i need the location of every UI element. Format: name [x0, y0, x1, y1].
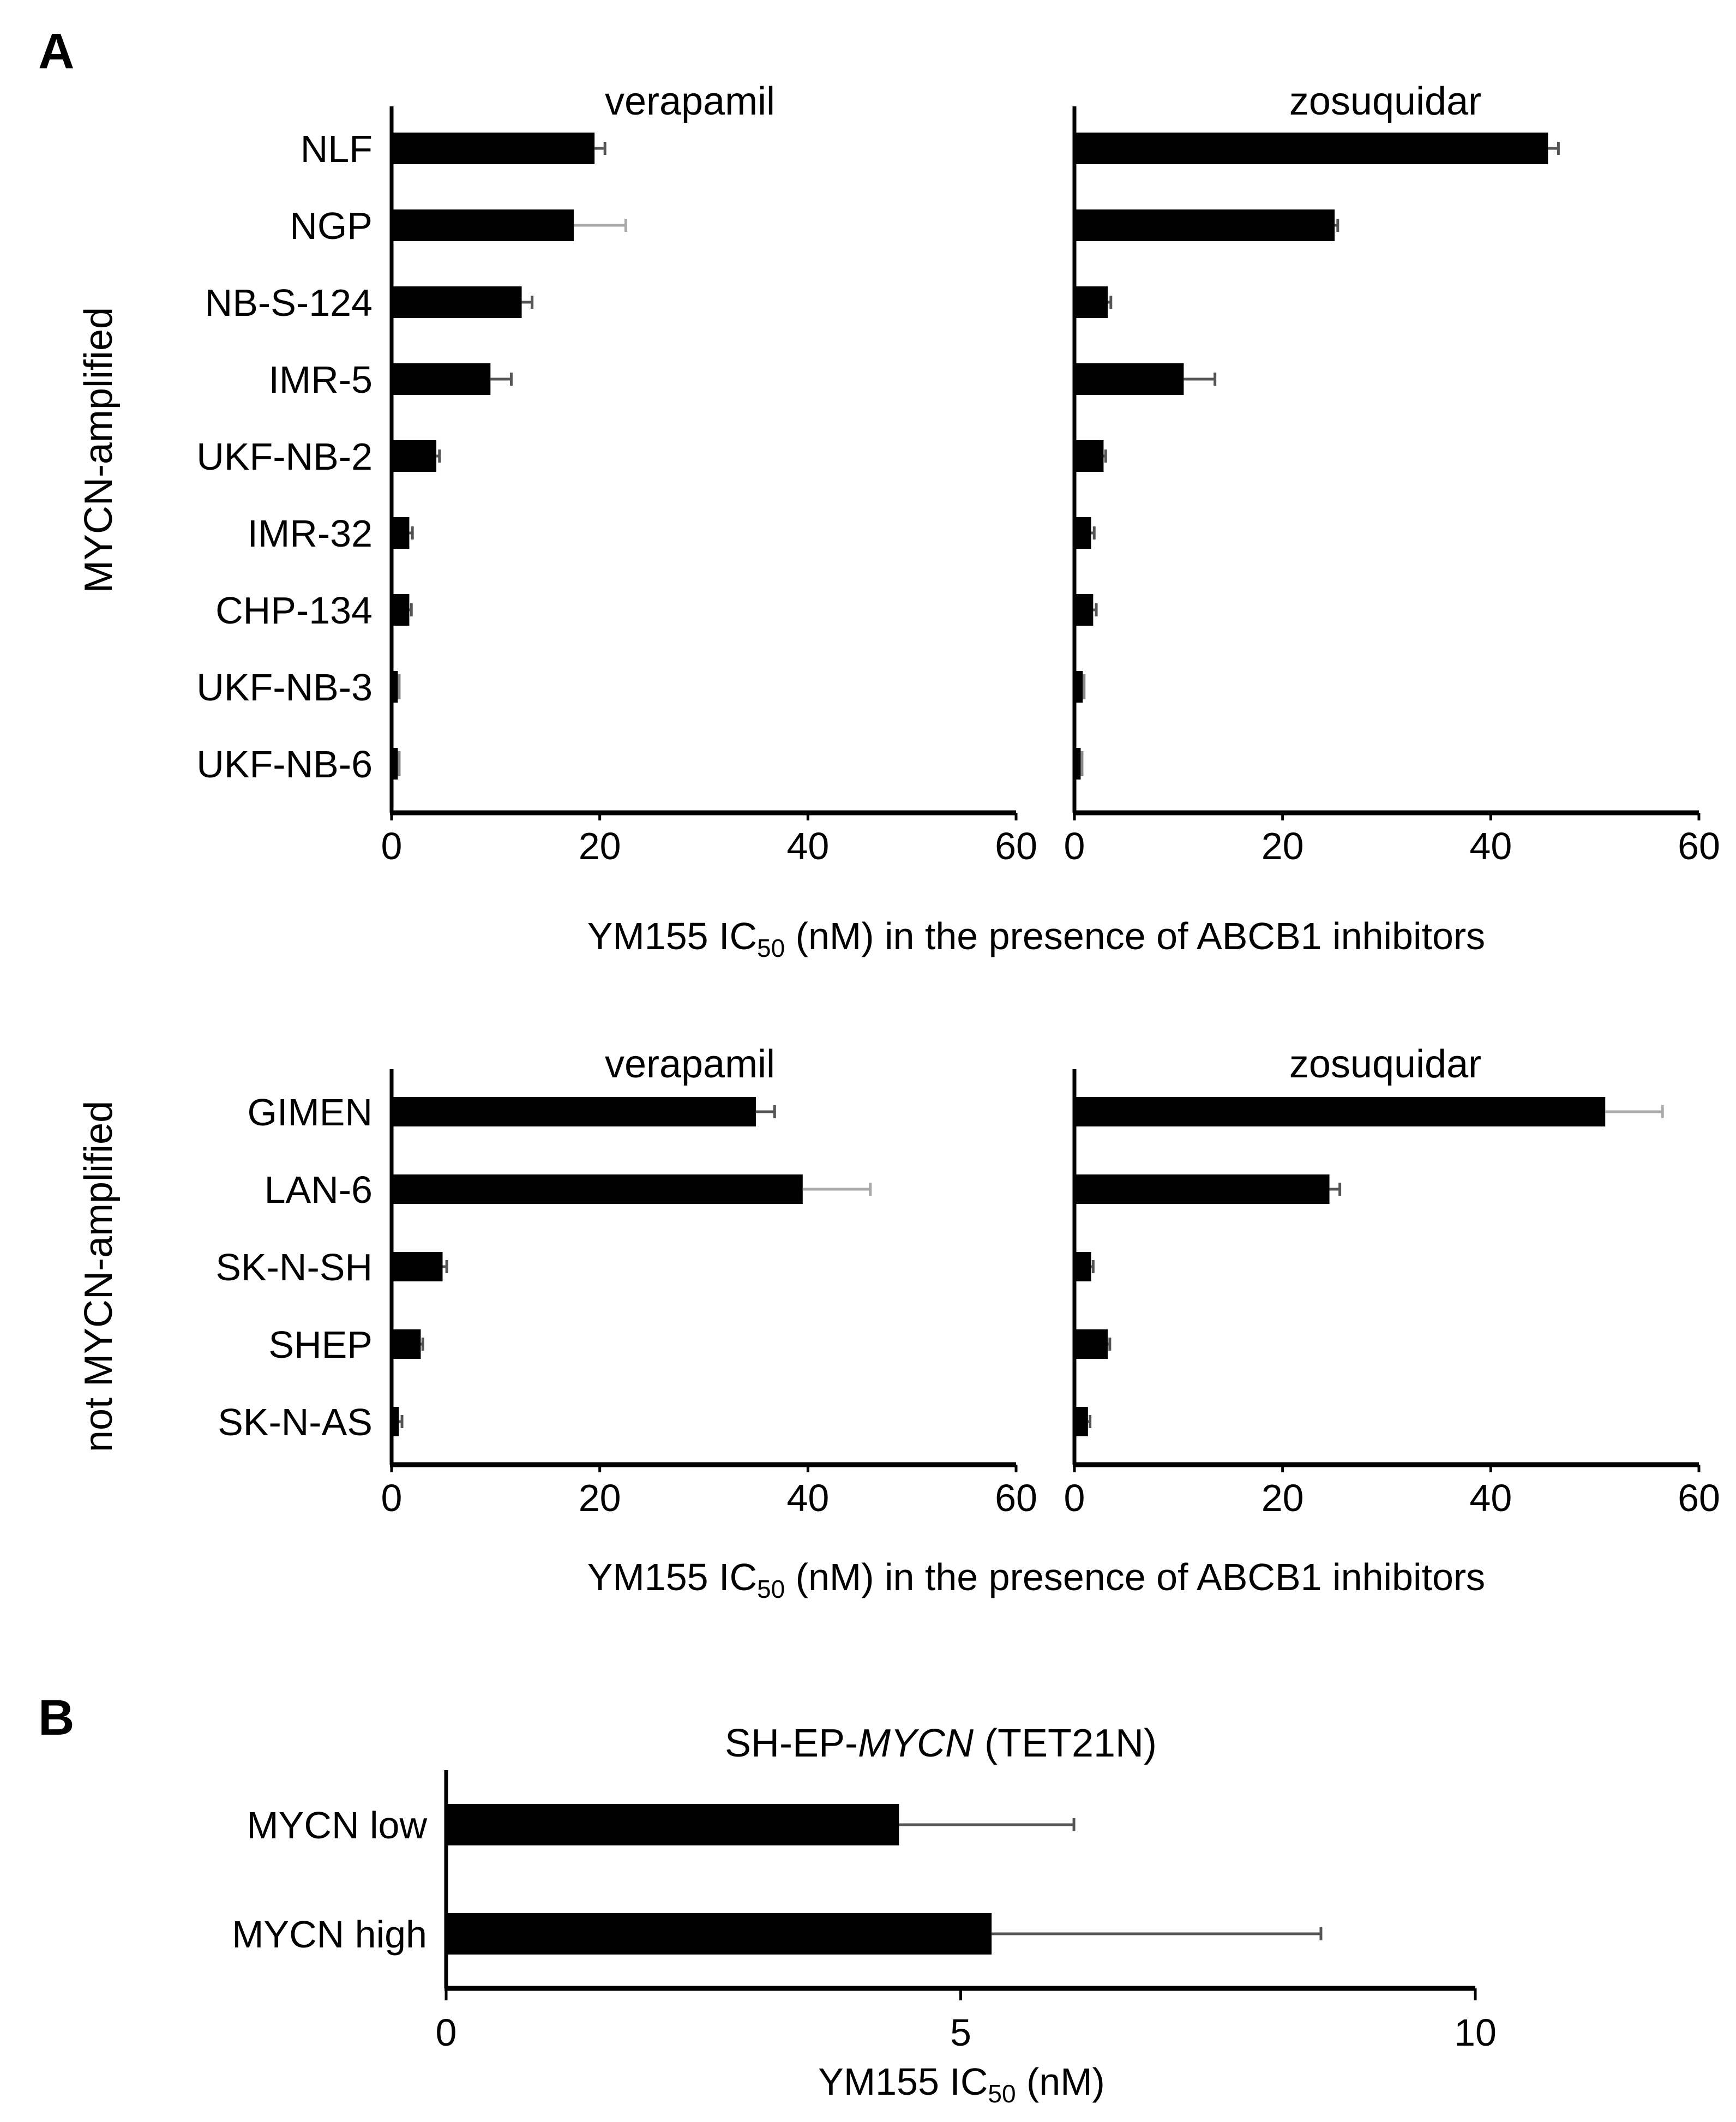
category-label: GIMEN — [248, 1091, 373, 1134]
error-bar — [1083, 674, 1086, 699]
bar — [392, 133, 595, 164]
bar — [446, 1804, 899, 1845]
category-label: CHP-134 — [215, 589, 373, 632]
x-label-post: (nM) — [1016, 2060, 1105, 2103]
bar — [1074, 133, 1548, 164]
bar — [392, 1407, 399, 1436]
x-tick-label: 60 — [995, 825, 1037, 867]
category-label: IMR-5 — [268, 358, 373, 401]
x-axis-label-amplified: YM155 IC50 (nM) in the presence of ABCB1… — [587, 915, 1485, 962]
bar — [392, 363, 491, 395]
x-label-post: (nM) in the presence of ABCB1 inhibitors — [785, 1556, 1485, 1598]
x-label-post: (nM) in the presence of ABCB1 inhibitors — [785, 915, 1485, 957]
x-tick-label: 0 — [436, 2011, 457, 2054]
title-b-italic: MYCN — [858, 1722, 974, 1765]
bar — [1074, 748, 1081, 780]
chart-b-tet21n: 0 5 10 MYCN low MYCN high — [232, 1770, 1497, 2054]
chart-a-amp-verapamil: 0 20 40 60 verapamil NLF NGP NB-S-124 IMR-5 UKF-N… — [196, 80, 1037, 867]
x-tick-label: 40 — [1469, 1477, 1512, 1519]
bar — [392, 1097, 756, 1126]
bar — [1074, 440, 1104, 472]
bar — [392, 440, 437, 472]
x-tick-label: 60 — [1678, 825, 1720, 867]
x-tick-label: 0 — [1064, 825, 1085, 867]
x-label-sub: 50 — [757, 1575, 785, 1603]
group-label-not-amplified: not MYCN-amplified — [77, 1101, 121, 1452]
category-label: SK-N-AS — [218, 1401, 373, 1443]
bar — [392, 594, 410, 626]
title-b-post: (TET21N) — [974, 1722, 1157, 1765]
chart-a-notamp-zosuquidar: 0 20 40 60 zosuquidar — [1064, 1042, 1720, 1519]
error-bar — [398, 674, 401, 699]
chart-a-notamp-verapamil: 0 20 40 60 verapamil GIMEN LAN-6 SK-N-SH SHEP SK-… — [215, 1042, 1037, 1519]
x-tick-label: 60 — [1678, 1477, 1720, 1519]
category-label: NGP — [290, 205, 373, 247]
x-tick-label: 20 — [579, 825, 621, 867]
category-label: UKF-NB-6 — [196, 743, 373, 786]
category-label: IMR-32 — [248, 512, 373, 555]
x-label-pre: YM155 IC — [587, 915, 757, 957]
error-bar — [398, 751, 401, 776]
bar — [1074, 363, 1184, 395]
x-tick-label: 10 — [1454, 2011, 1497, 2054]
bar — [1074, 594, 1094, 626]
bar — [392, 517, 410, 549]
x-tick-label: 40 — [786, 1477, 829, 1519]
x-axis-label-panel-b: YM155 IC50 (nM) — [818, 2060, 1105, 2108]
x-tick-label: 20 — [1262, 825, 1304, 867]
bar — [1074, 1174, 1330, 1204]
category-label: LAN-6 — [265, 1168, 373, 1211]
category-label: MYCN low — [247, 1804, 427, 1847]
bar — [446, 1913, 992, 1955]
panel-a-label: A — [38, 23, 74, 79]
bar — [392, 286, 522, 318]
x-tick-label: 40 — [786, 825, 829, 867]
chart-a-amp-zosuquidar: 0 20 40 60 zosuquidar — [1064, 80, 1720, 867]
x-label-sub: 50 — [988, 2079, 1016, 2108]
bar — [392, 1329, 421, 1359]
bar — [392, 671, 398, 703]
chart-title: zosuquidar — [1289, 1042, 1481, 1086]
x-tick-label: 0 — [1064, 1477, 1085, 1519]
x-label-pre: YM155 IC — [818, 2060, 988, 2103]
bar — [1074, 286, 1108, 318]
category-label: SHEP — [268, 1323, 373, 1366]
bar — [1074, 1329, 1108, 1359]
bar — [392, 1252, 443, 1281]
group-label-amplified: MYCN-amplified — [77, 307, 121, 593]
bar — [1074, 517, 1091, 549]
chart-title: verapamil — [605, 80, 775, 123]
category-label: MYCN high — [232, 1913, 427, 1956]
x-tick-label: 5 — [950, 2011, 971, 2054]
panel-b-label: B — [38, 1690, 74, 1746]
bar — [1074, 1097, 1606, 1126]
category-label: UKF-NB-2 — [196, 435, 373, 478]
title-b-pre: SH-EP- — [725, 1722, 858, 1765]
chart-title: verapamil — [605, 1042, 775, 1086]
bar — [392, 1174, 803, 1204]
x-label-pre: YM155 IC — [587, 1556, 757, 1598]
category-label: SK-N-SH — [215, 1246, 373, 1288]
bar — [1074, 1252, 1091, 1281]
x-tick-label: 0 — [381, 1477, 403, 1519]
x-tick-label: 0 — [381, 825, 403, 867]
category-label: NLF — [301, 128, 373, 170]
chart-title: zosuquidar — [1289, 80, 1481, 123]
bar — [1074, 1407, 1088, 1436]
x-tick-label: 40 — [1469, 825, 1512, 867]
x-tick-label: 60 — [995, 1477, 1037, 1519]
error-bar — [1080, 751, 1084, 776]
x-tick-label: 20 — [579, 1477, 621, 1519]
bar — [1074, 671, 1083, 703]
bar — [1074, 209, 1335, 241]
panel-b-title: SH-EP-MYCN (TET21N) — [725, 1722, 1157, 1765]
category-label: UKF-NB-3 — [196, 666, 373, 709]
category-label: NB-S-124 — [205, 281, 373, 324]
x-axis-label-not-amplified: YM155 IC50 (nM) in the presence of ABCB1… — [587, 1556, 1485, 1603]
x-label-sub: 50 — [757, 934, 785, 962]
bar — [392, 748, 398, 780]
bar — [392, 209, 574, 241]
x-tick-label: 20 — [1262, 1477, 1304, 1519]
